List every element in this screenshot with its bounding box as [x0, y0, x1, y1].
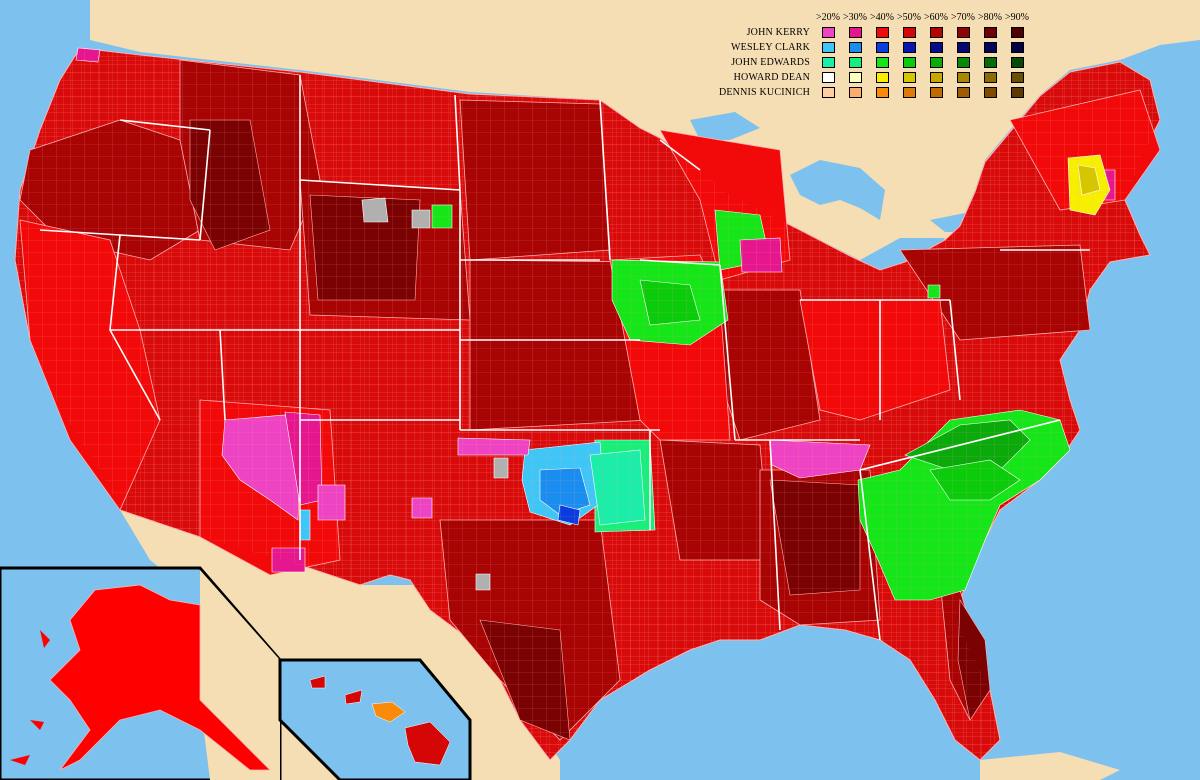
state-borders [39, 75, 1090, 641]
legend-candidate-name: DENNIS KUCINICH [718, 87, 810, 98]
legend-swatch [903, 27, 916, 38]
hawaii-islands [309, 675, 451, 766]
legend-swatch [1011, 42, 1024, 53]
legend-swatch [822, 72, 835, 83]
legend-swatch [876, 87, 889, 98]
legend-swatch [849, 27, 862, 38]
legend-swatch [849, 57, 862, 68]
legend-threshold: >30% [843, 12, 867, 23]
legend-candidate-name: HOWARD DEAN [733, 72, 810, 83]
legend-swatch [984, 87, 997, 98]
legend-swatch [1011, 57, 1024, 68]
legend-threshold: >80% [978, 12, 1002, 23]
legend: >20% >30% >40% >50% >60% >70% >80% >90% … [700, 12, 1040, 101]
legend-swatch [984, 42, 997, 53]
alaska [49, 584, 271, 771]
legend-swatch [822, 57, 835, 68]
legend-threshold: >50% [897, 12, 921, 23]
legend-swatch [876, 57, 889, 68]
legend-threshold: >70% [951, 12, 975, 23]
legend-row: JOHN KERRY [700, 26, 1040, 41]
legend-swatch [930, 27, 943, 38]
legend-row: DENNIS KUCINICH [700, 86, 1040, 101]
legend-row: WESLEY CLARK [700, 41, 1040, 56]
legend-swatch [984, 72, 997, 83]
legend-threshold-header: >20% >30% >40% >50% >60% >70% >80% >90% [700, 12, 1040, 26]
legend-swatch [849, 72, 862, 83]
legend-swatch [1011, 87, 1024, 98]
legend-candidate-name: JOHN KERRY [746, 27, 810, 38]
legend-swatch [984, 57, 997, 68]
legend-swatch [822, 87, 835, 98]
legend-swatch [903, 87, 916, 98]
legend-swatch [957, 72, 970, 83]
legend-swatch [984, 27, 997, 38]
legend-candidate-name: JOHN EDWARDS [731, 57, 810, 68]
legend-swatch [1011, 72, 1024, 83]
legend-row: HOWARD DEAN [700, 71, 1040, 86]
legend-swatch [930, 42, 943, 53]
legend-threshold: >20% [816, 12, 840, 23]
legend-swatch [903, 72, 916, 83]
legend-swatch [876, 42, 889, 53]
legend-swatch [903, 42, 916, 53]
legend-swatch [957, 42, 970, 53]
legend-threshold: >90% [1005, 12, 1029, 23]
legend-swatch [876, 72, 889, 83]
legend-swatch [957, 87, 970, 98]
legend-candidate-name: WESLEY CLARK [731, 42, 810, 53]
legend-swatch [822, 42, 835, 53]
legend-swatch [903, 57, 916, 68]
legend-swatch [930, 57, 943, 68]
legend-swatch [876, 27, 889, 38]
caribbean-land [980, 752, 1120, 780]
legend-swatch [930, 87, 943, 98]
legend-swatch [957, 27, 970, 38]
legend-rows: JOHN KERRY WESLEY CLARK JOHN EDWARDS HOWARD… [700, 26, 1040, 101]
legend-row: JOHN EDWARDS [700, 56, 1040, 71]
legend-swatch [930, 72, 943, 83]
legend-threshold: >40% [870, 12, 894, 23]
legend-swatch [957, 57, 970, 68]
legend-swatch [849, 42, 862, 53]
gulf-water [560, 690, 900, 780]
aleutian-islands [10, 630, 50, 765]
legend-swatch [1011, 27, 1024, 38]
legend-threshold: >60% [924, 12, 948, 23]
legend-swatch [849, 87, 862, 98]
legend-swatch [822, 27, 835, 38]
